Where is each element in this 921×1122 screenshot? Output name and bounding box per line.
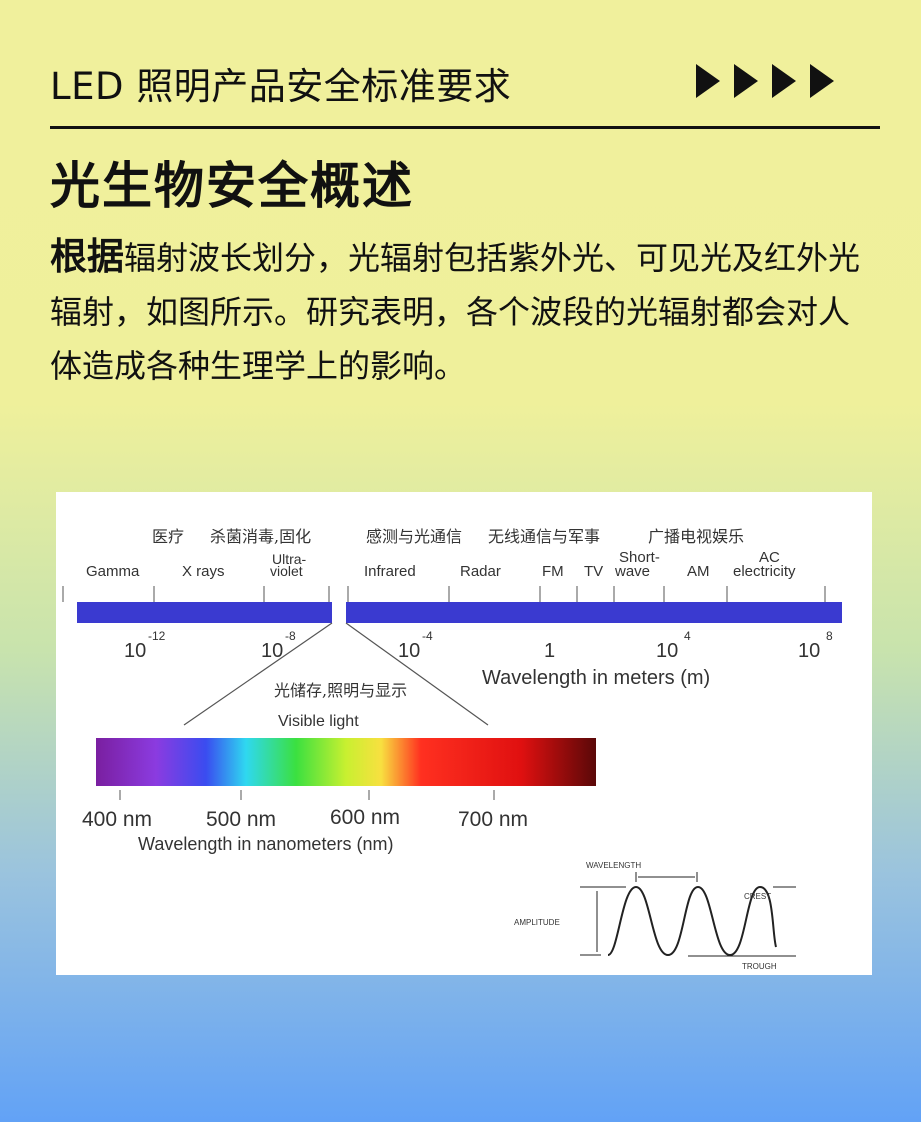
header-divider — [50, 126, 880, 129]
band-label: FM — [542, 563, 564, 580]
band-label: electricity — [733, 563, 796, 580]
band-label: Infrared — [364, 563, 416, 580]
band-label: Ultra- — [272, 551, 307, 567]
nm-axis-label: Wavelength in nanometers (nm) — [138, 834, 393, 854]
meters-axis-label: Wavelength in meters (m) — [482, 667, 710, 689]
spectrum-bar-right — [346, 602, 842, 623]
tick-exponent: 4 — [684, 629, 691, 643]
crest-label: CREST — [744, 892, 771, 901]
tick-exponent: -12 — [148, 629, 166, 643]
visible-spectrum-bar — [96, 738, 596, 786]
app-label: 广播电视娱乐 — [648, 527, 744, 546]
section-title: 光生物安全概述 — [50, 157, 414, 215]
paragraph-lead: 根据 — [50, 235, 124, 278]
band-label: wave — [614, 563, 650, 580]
band-label: Gamma — [86, 563, 140, 580]
band-label: X rays — [182, 563, 225, 580]
zoom-lines — [183, 622, 489, 726]
app-label: 无线通信与军事 — [488, 527, 600, 546]
band-dividers — [62, 586, 826, 602]
band-label: TV — [584, 563, 603, 580]
visible-light-label: Visible light — [278, 713, 359, 730]
wavelength-label: WAVELENGTH — [586, 861, 641, 870]
electromagnetic-spectrum-figure: 医疗 杀菌消毒,固化 感测与光通信 无线通信与军事 广播电视娱乐 Gamma X… — [56, 492, 872, 975]
nm-ticks — [119, 790, 495, 800]
band-label: AC — [759, 549, 780, 566]
paragraph-text: 辐射波长划分，光辐射包括紫外光、可见光及红外光辐射，如图所示。研究表明，各个波段… — [50, 239, 861, 385]
page-header-title: LED 照明产品安全标准要求 — [50, 65, 512, 108]
play-icon — [734, 64, 758, 98]
tick-label: 1 — [544, 640, 555, 662]
band-label: Radar — [460, 563, 501, 580]
app-label: 医疗 — [152, 527, 184, 546]
tick-exponent: 8 — [826, 629, 833, 643]
body-paragraph: 根据辐射波长划分，光辐射包括紫外光、可见光及红外光辐射，如图所示。研究表明，各个… — [50, 230, 870, 393]
tick-exponent: -4 — [422, 629, 433, 643]
play-icon — [772, 64, 796, 98]
trough-label: TROUGH — [742, 962, 777, 971]
nm-tick-label: 600 nm — [330, 806, 400, 829]
tick-label: 10 — [656, 640, 678, 662]
tick-label: 10 — [124, 640, 146, 662]
spectrum-bar-left — [77, 602, 332, 623]
tick-exponent: -8 — [285, 629, 296, 643]
app-label: 杀菌消毒,固化 — [210, 527, 311, 546]
wave-diagram — [580, 872, 796, 957]
nm-tick-label: 400 nm — [82, 808, 152, 831]
arrow-decoration — [696, 64, 834, 98]
band-label: violet — [270, 563, 303, 579]
amplitude-label: AMPLITUDE — [514, 918, 560, 927]
tick-label: 10 — [398, 640, 420, 662]
app-label: 感测与光通信 — [366, 527, 462, 546]
play-icon — [696, 64, 720, 98]
tick-label: 10 — [261, 640, 283, 662]
visible-app-label: 光储存,照明与显示 — [274, 681, 407, 700]
band-label: AM — [687, 563, 710, 580]
play-icon — [810, 64, 834, 98]
nm-tick-label: 500 nm — [206, 808, 276, 831]
band-label: Short- — [619, 549, 660, 566]
tick-label: 10 — [798, 640, 820, 662]
nm-tick-label: 700 nm — [458, 808, 528, 831]
